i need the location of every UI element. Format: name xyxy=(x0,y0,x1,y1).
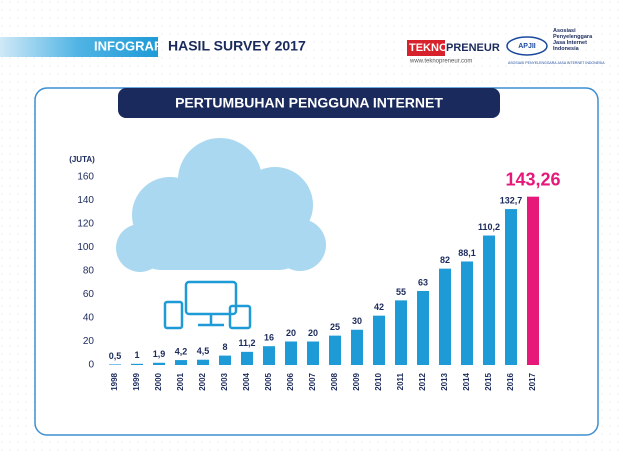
y-tick-label: 40 xyxy=(83,313,95,324)
bar xyxy=(527,196,539,365)
bar xyxy=(219,355,231,365)
bar xyxy=(395,300,407,365)
x-tick-label: 2006 xyxy=(286,372,295,390)
logo-preneur: PRENEUR xyxy=(446,42,500,54)
x-tick-label: 2010 xyxy=(374,372,383,390)
x-tick-label: 2007 xyxy=(308,372,317,390)
header-title: HASIL SURVEY 2017 xyxy=(168,38,306,54)
x-tick-label: 2014 xyxy=(462,372,471,390)
y-axis-label: (JUTA) xyxy=(69,155,95,164)
apjii-mark: APJII xyxy=(518,43,536,50)
bar xyxy=(505,209,517,365)
title-box xyxy=(118,88,500,118)
chart-title: PERTUMBUHAN PENGGUNA INTERNET xyxy=(175,95,443,111)
bar xyxy=(307,341,319,365)
bar xyxy=(351,329,363,365)
y-tick-label: 120 xyxy=(77,219,94,230)
devices xyxy=(163,280,252,330)
data-label: 88,1 xyxy=(458,248,476,258)
cloud xyxy=(116,138,326,272)
data-label: 143,26 xyxy=(505,169,560,189)
y-tick-label: 160 xyxy=(77,172,94,183)
header-label: INFOGRAFIS xyxy=(94,38,174,53)
logo-tekno: TEKNO xyxy=(409,42,448,54)
data-label: 8 xyxy=(222,342,227,352)
data-label: 25 xyxy=(330,322,340,332)
x-tick-label: 2004 xyxy=(242,372,251,390)
logo-url: www.teknopreneur.com xyxy=(409,59,472,65)
x-tick-label: 2012 xyxy=(418,372,427,390)
data-label: 132,7 xyxy=(500,195,523,205)
logo-box xyxy=(407,40,445,56)
data-label: 4,5 xyxy=(197,346,210,356)
bar xyxy=(285,341,297,365)
data-label: 55 xyxy=(396,287,406,297)
x-tick-label: 2013 xyxy=(440,372,449,390)
data-label: 30 xyxy=(352,316,362,326)
x-tick-label: 2003 xyxy=(220,372,229,390)
bar xyxy=(109,364,121,365)
data-label: 4,2 xyxy=(175,346,188,356)
bar xyxy=(373,315,385,365)
bar xyxy=(483,235,495,365)
bar xyxy=(461,261,473,365)
data-label: 82 xyxy=(440,255,450,265)
data-label: 16 xyxy=(264,333,274,343)
header-band xyxy=(0,37,158,57)
bar xyxy=(241,351,253,365)
bar xyxy=(329,335,341,365)
data-label: 1,9 xyxy=(153,349,166,359)
bar xyxy=(263,346,275,365)
data-label: 20 xyxy=(286,328,296,338)
data-label: 1 xyxy=(134,350,139,360)
x-tick-label: 2017 xyxy=(528,372,537,390)
x-tick-label: 2016 xyxy=(506,372,515,390)
bar xyxy=(439,268,451,365)
y-tick-label: 80 xyxy=(83,266,95,277)
data-label: 20 xyxy=(308,328,318,338)
x-tick-label: 1998 xyxy=(110,372,119,390)
data-label: 11,2 xyxy=(238,338,255,348)
y-tick-label: 60 xyxy=(83,289,95,300)
x-tick-label: 2009 xyxy=(352,372,361,390)
data-label: 110,2 xyxy=(478,222,500,232)
apjii-name-box: Asosiasi Penyelenggara Jasa Internet Ind… xyxy=(553,28,593,52)
apjii-caption: ASOSIASI PENYELENGGARA JASA INTERNET IND… xyxy=(508,61,605,65)
x-tick-label: 2011 xyxy=(396,372,405,390)
data-label: 42 xyxy=(374,302,384,312)
data-label: 63 xyxy=(418,277,428,287)
y-tick-label: 0 xyxy=(88,360,94,371)
bar xyxy=(175,360,187,365)
y-tick-label: 140 xyxy=(77,195,94,206)
x-tick-label: 2008 xyxy=(330,372,339,390)
x-tick-label: 2015 xyxy=(484,372,493,390)
x-tick-label: 1999 xyxy=(132,372,141,390)
x-tick-label: 2000 xyxy=(154,372,163,390)
apjii-name: Asosiasi Penyelenggara Jasa Internet Ind… xyxy=(553,28,593,52)
bar xyxy=(131,363,143,365)
y-tick-label: 100 xyxy=(77,242,94,253)
bar xyxy=(417,290,429,365)
data-label: 0,5 xyxy=(109,351,122,361)
x-tick-label: 2002 xyxy=(198,372,207,390)
bar xyxy=(153,362,165,365)
bar xyxy=(197,359,209,365)
x-tick-label: 2005 xyxy=(264,372,273,390)
x-tick-label: 2001 xyxy=(176,372,185,390)
y-tick-label: 20 xyxy=(83,336,95,347)
apjii-ring xyxy=(506,36,548,56)
